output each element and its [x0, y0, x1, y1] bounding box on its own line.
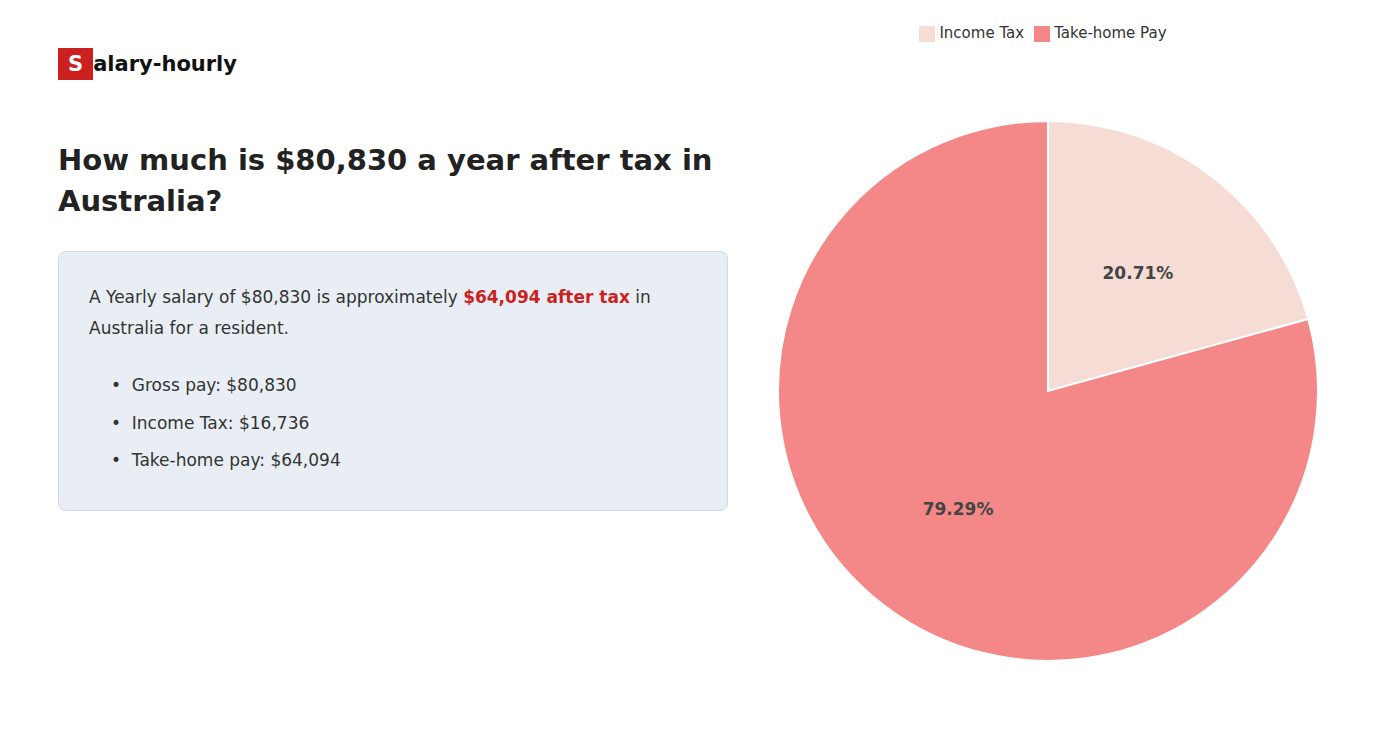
html-text:Income Tax: Income Tax: [939, 24, 1025, 42]
html-text:• Take-home pay: $64,094: • Take-home pay: $64,094: [111, 450, 341, 471]
html-text:• Gross pay: $80,830: • Gross pay: $80,830: [111, 375, 297, 396]
html-text:Australia for a resident.: Australia for a resident.: [89, 317, 289, 338]
html-text:How much is $80,830 a year aft: How much is $80,830 a year after tax in: [58, 143, 713, 177]
html-text:• Income Tax: $16,736: • Income Tax: $16,736: [111, 412, 310, 433]
html-text:Australia?: Australia?: [58, 183, 223, 218]
svg-text:79.29%: 79.29%: [923, 499, 994, 519]
html-text:S: S: [68, 52, 84, 76]
html-text:A Yearly salary of $80,830 is: A Yearly salary of $80,830 is approximat…: [89, 287, 651, 308]
html-text:alary-hourly: alary-hourly: [93, 52, 237, 76]
html-text:Take-home Pay: Take-home Pay: [1054, 24, 1167, 42]
svg-text:20.71%: 20.71%: [1103, 263, 1174, 283]
